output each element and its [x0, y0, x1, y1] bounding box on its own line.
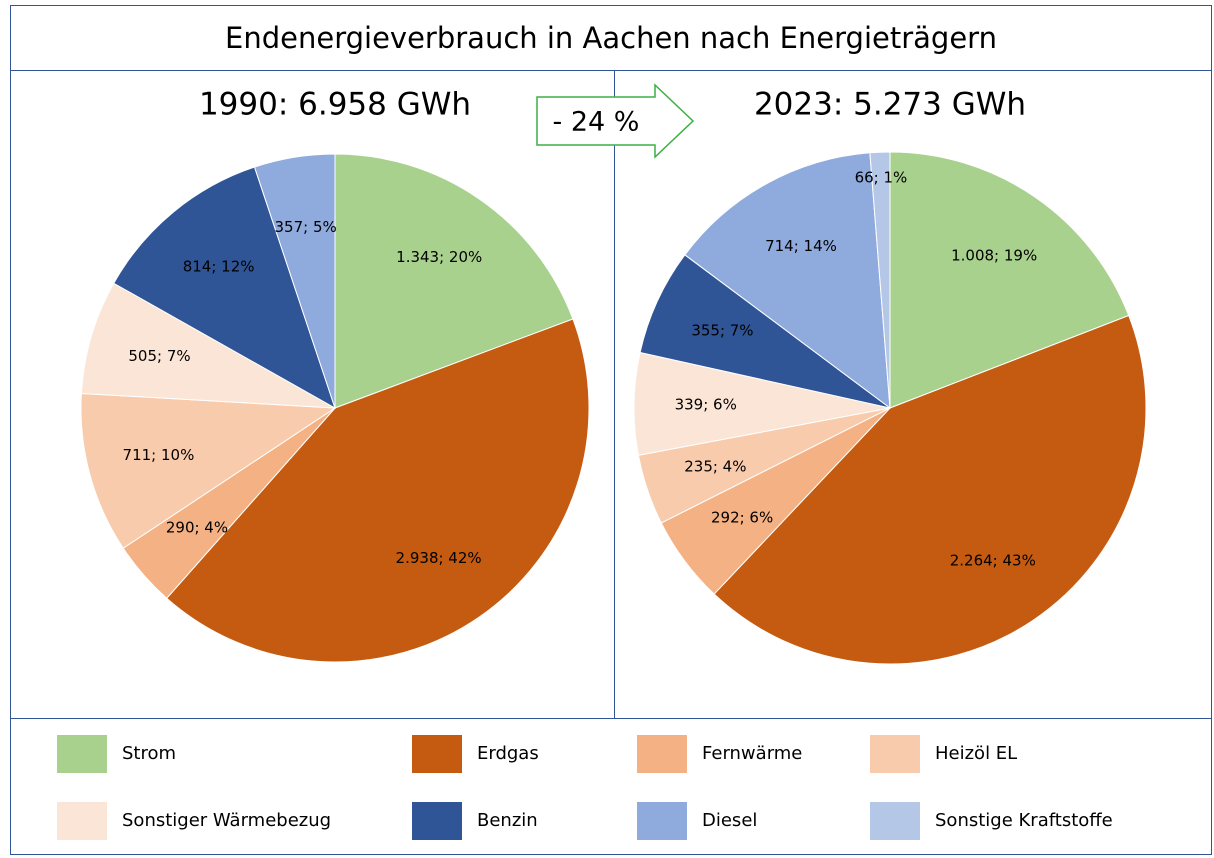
data-label: 2.264; 43%	[950, 551, 1036, 569]
legend-label: Sonstige Kraftstoffe	[935, 810, 1113, 831]
legend-swatch	[870, 802, 920, 840]
legend-label: Diesel	[702, 810, 757, 831]
data-label: 1.008; 19%	[951, 246, 1037, 264]
legend-swatch	[637, 802, 687, 840]
data-label: 235; 4%	[684, 457, 746, 475]
data-label: 2.938; 42%	[396, 549, 482, 567]
pie-slice	[684, 152, 891, 410]
pie-slice	[639, 254, 891, 409]
pie-slice	[334, 153, 574, 409]
annotation: - 24 %	[553, 107, 640, 138]
arrow	[536, 83, 695, 159]
legend-swatch	[57, 802, 107, 840]
data-label: 357; 5%	[275, 218, 337, 236]
pie-slice	[166, 318, 590, 663]
pie-slice	[713, 314, 1147, 665]
legend-label: Erdgas	[477, 743, 539, 764]
legend-swatch	[57, 735, 107, 773]
data-label: 714; 14%	[765, 237, 837, 255]
data-label: 292; 6%	[711, 509, 773, 527]
legend-label: Sonstiger Wärmebezug	[122, 810, 331, 831]
data-label: 814; 12%	[183, 257, 255, 275]
legend-swatch	[637, 735, 687, 773]
data-label: 505; 7%	[128, 347, 190, 365]
legend-swatch	[870, 735, 920, 773]
data-label: 1.343; 20%	[396, 248, 482, 266]
data-label: 66; 1%	[855, 168, 908, 186]
legend-label: Strom	[122, 743, 176, 764]
data-label: 355; 7%	[691, 322, 753, 340]
pie-slice	[80, 392, 337, 549]
pie-subtitle: 2023: 5.273 GWh	[754, 87, 1026, 123]
pie-slice	[253, 153, 336, 409]
chart-title: Endenergieverbrauch in Aachen nach Energ…	[225, 21, 997, 55]
legend-swatch	[412, 802, 462, 840]
pie-slice	[113, 166, 336, 410]
data-label: 711; 10%	[123, 446, 195, 464]
pie-slice	[889, 151, 1130, 409]
legend-swatch	[412, 735, 462, 773]
legend-label: Fernwärme	[702, 743, 802, 764]
pie-slice	[80, 282, 336, 409]
legend-label: Heizöl EL	[935, 743, 1017, 764]
legend-label: Benzin	[477, 810, 538, 831]
data-label: 290; 4%	[166, 518, 228, 536]
pie-subtitle: 1990: 6.958 GWh	[199, 87, 471, 123]
pie-slice	[869, 151, 891, 409]
data-label: 339; 6%	[675, 395, 737, 413]
